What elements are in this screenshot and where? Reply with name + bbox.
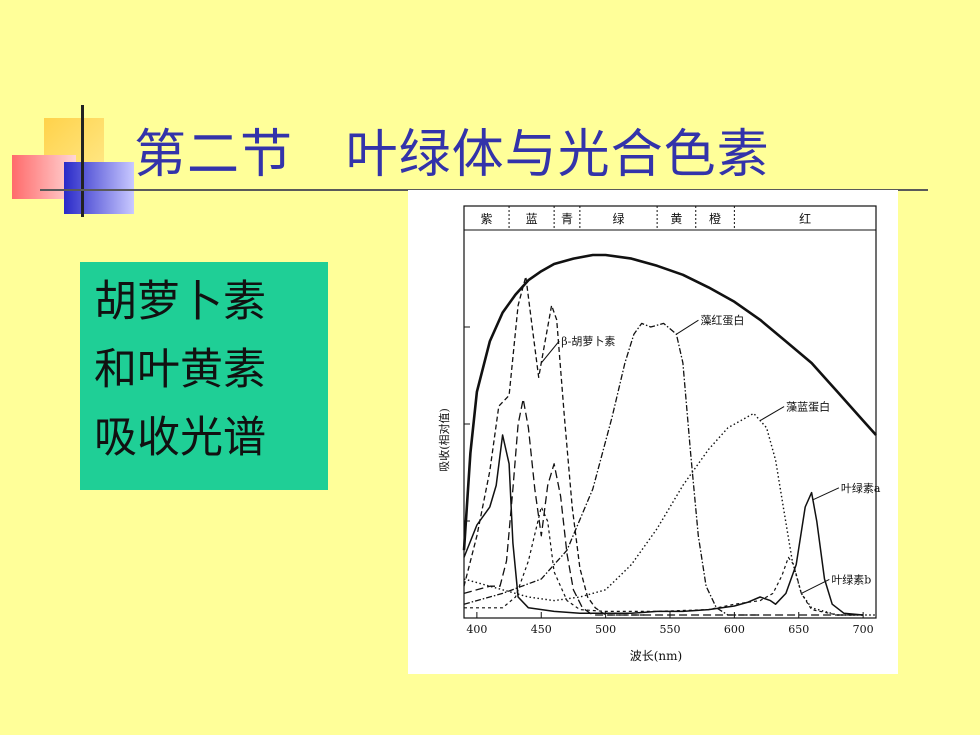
chart-panel: 紫 蓝 青 绿 黄 橙 红 400 450 500 550 600 650 700 β-胡萝卜素 藻红蛋白… — [408, 190, 898, 674]
series-line-0 — [462, 253, 877, 551]
label-leader — [676, 319, 699, 335]
caption-line-1: 胡萝卜素 — [94, 277, 266, 327]
band-label: 橙 — [709, 211, 721, 226]
series-label: β-胡萝卜素 — [561, 334, 615, 348]
label-leader — [540, 340, 560, 364]
series-label: 叶绿素b — [831, 572, 871, 586]
band-label: 紫 — [481, 212, 493, 226]
x-axis-ticks: 400 450 500 550 600 650 700 — [466, 612, 874, 636]
band-label: 黄 — [670, 212, 682, 226]
label-leader — [759, 406, 785, 422]
absorption-spectrum-chart: 紫 蓝 青 绿 黄 橙 红 400 450 500 550 600 650 700 β-胡萝卜素 藻红蛋白… — [437, 205, 881, 663]
caption-line-2: 和叶黄素 — [94, 345, 266, 395]
series-line-3 — [463, 322, 761, 616]
color-bands: 紫蓝青绿黄橙红 — [481, 206, 811, 230]
series-line-5 — [463, 434, 864, 616]
y-axis-label: 吸收(相对值) — [437, 408, 451, 472]
decor-blue-square — [64, 162, 134, 214]
caption-line-3: 吸收光谱 — [94, 413, 266, 463]
caption-box: 胡萝卜素 和叶黄素 吸收光谱 — [80, 262, 328, 490]
band-label: 红 — [799, 211, 811, 226]
x-tick-label: 550 — [660, 623, 681, 636]
x-tick-label: 650 — [788, 623, 809, 636]
slide-title: 第二节 叶绿体与光合色素 — [134, 125, 770, 185]
series-label: 藻红蛋白 — [700, 313, 744, 327]
x-tick-label: 400 — [466, 623, 487, 636]
band-label: 绿 — [612, 211, 624, 226]
decor-vertical-line — [81, 105, 84, 217]
x-tick-label: 450 — [531, 623, 552, 636]
series-line-1 — [463, 275, 645, 616]
series-line-4 — [463, 412, 876, 616]
label-leader — [801, 578, 830, 594]
series-line-2 — [463, 398, 864, 616]
series-label: 叶绿素a — [841, 481, 881, 495]
series-line-6 — [464, 506, 864, 616]
series-group — [462, 253, 877, 616]
x-tick-label: 600 — [724, 623, 745, 636]
label-leader — [812, 487, 840, 501]
series-label: 藻蓝蛋白 — [786, 400, 830, 414]
band-label: 青 — [561, 212, 573, 226]
x-tick-label: 700 — [853, 623, 874, 636]
x-tick-label: 500 — [595, 623, 616, 636]
x-axis-label: 波长(nm) — [630, 649, 682, 663]
band-label: 蓝 — [526, 212, 538, 226]
